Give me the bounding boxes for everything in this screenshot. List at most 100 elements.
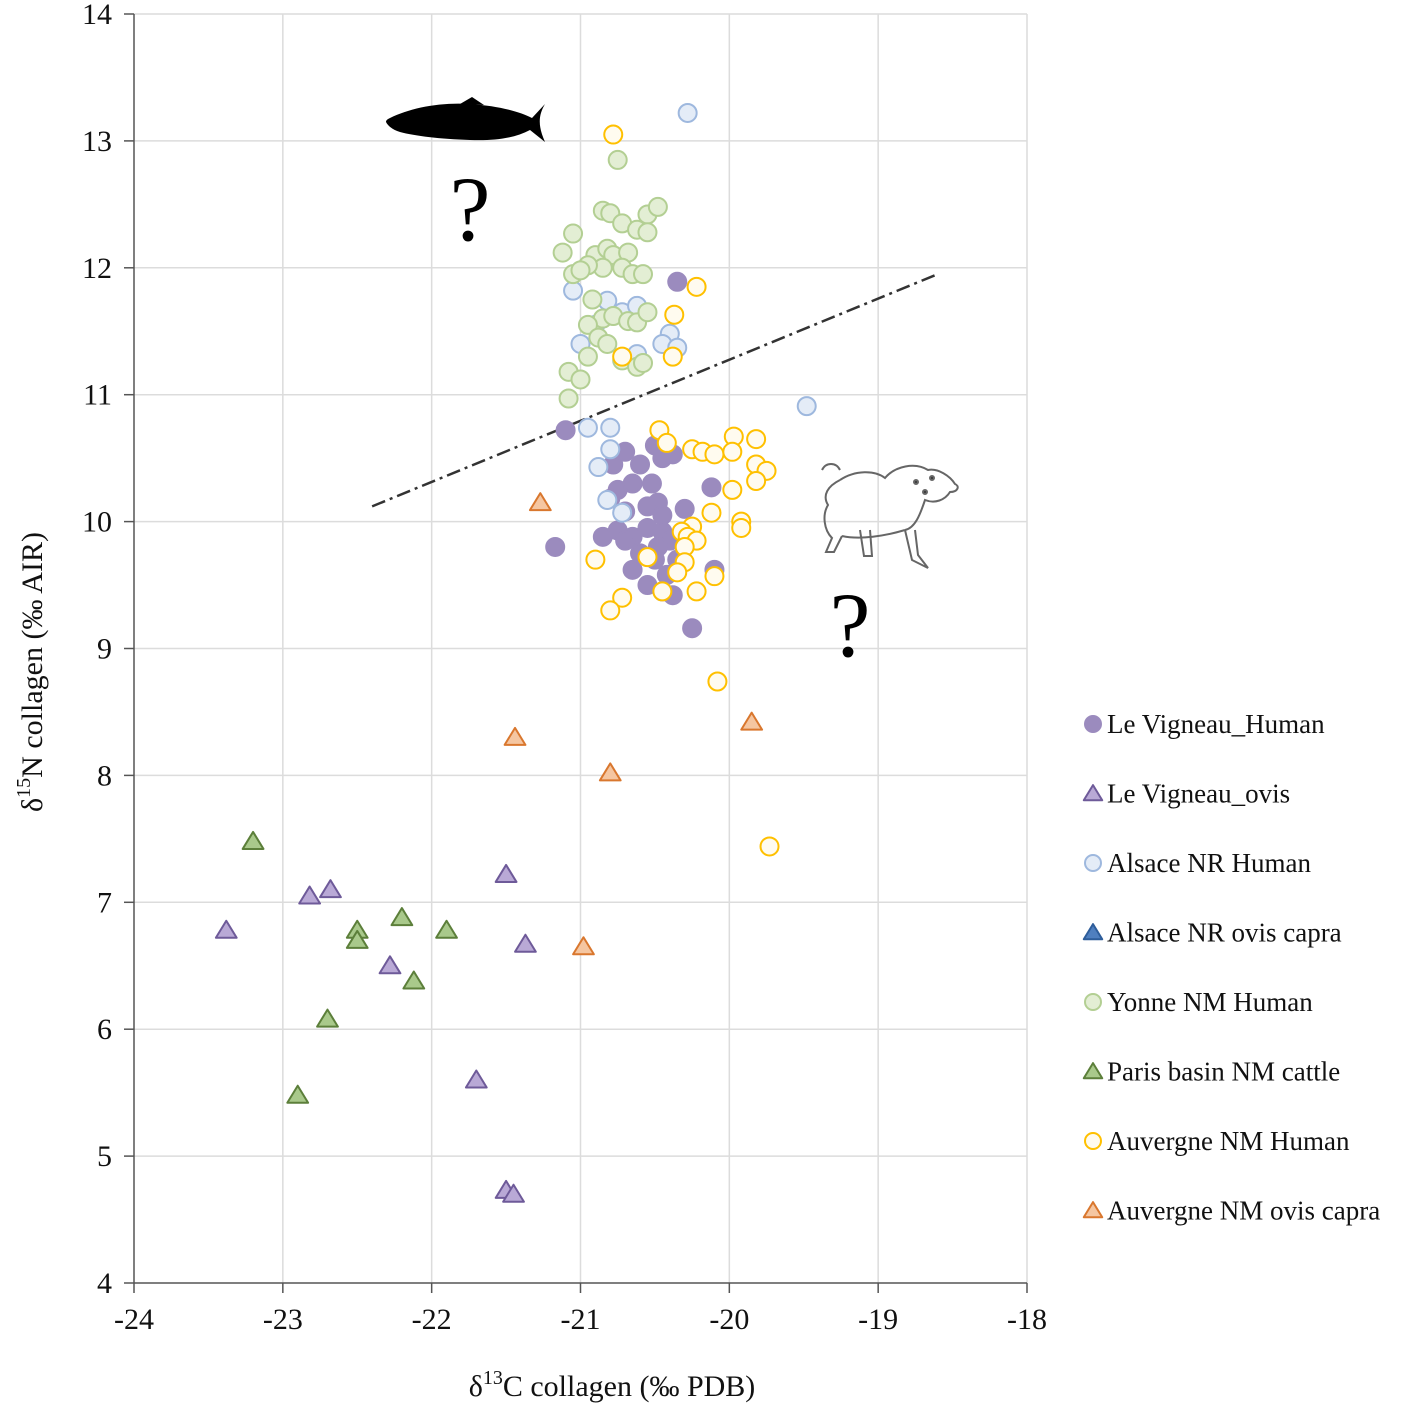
series-paris-basin-nm-cattle — [241, 830, 458, 1104]
x-tick-label: -19 — [858, 1303, 898, 1336]
data-point-yonne-nm-human — [570, 260, 591, 281]
series-le-vigneau-human — [545, 271, 725, 639]
legend-marker-auvergne-nm-human — [1084, 1132, 1102, 1150]
gridlines — [134, 13, 1028, 1283]
x-tick-label: -22 — [412, 1303, 452, 1336]
data-point-auvergne-nm-human — [603, 124, 624, 145]
data-point-yonne-nm-human — [647, 196, 668, 217]
sheep-question-mark: ? — [830, 574, 871, 676]
data-points — [214, 102, 817, 1203]
y-tick-label: 4 — [97, 1267, 112, 1300]
data-point-auvergne-nm-human — [686, 581, 707, 602]
data-point-alsace-nr-human — [600, 439, 621, 460]
data-point-auvergne-nm-human — [637, 547, 658, 568]
y-tick-label: 14 — [82, 0, 112, 31]
data-point-yonne-nm-human — [637, 302, 658, 323]
data-point-le-vigneau-ovis — [319, 879, 342, 899]
axes — [124, 13, 1028, 1293]
x-tick-label: -24 — [114, 1303, 154, 1336]
y-tick-label: 11 — [83, 379, 112, 412]
data-point-auvergne-nm-ovis-capra — [572, 936, 595, 956]
data-point-le-vigneau-human — [630, 454, 651, 475]
legend-marker-paris-basin-nm-cattle — [1082, 1062, 1104, 1080]
data-point-paris-basin-nm-cattle — [286, 1084, 310, 1104]
series-le-vigneau-ovis — [214, 863, 537, 1203]
data-point-auvergne-nm-human — [701, 502, 722, 523]
data-point-auvergne-nm-ovis-capra — [503, 726, 527, 746]
data-point-yonne-nm-human — [582, 289, 603, 310]
data-point-le-vigneau-ovis — [514, 933, 537, 953]
y-tick-label: 9 — [97, 633, 112, 666]
y-tick-label: 7 — [97, 886, 112, 919]
data-point-yonne-nm-human — [563, 223, 584, 244]
data-point-yonne-nm-human — [637, 222, 658, 243]
data-point-alsace-nr-human — [600, 417, 621, 438]
data-point-le-vigneau-ovis — [378, 955, 402, 975]
data-point-le-vigneau-human — [622, 559, 643, 580]
y-tick-label: 8 — [97, 759, 112, 792]
data-point-auvergne-nm-human — [667, 562, 688, 583]
legend-marker-yonne-nm-human — [1084, 993, 1102, 1011]
data-point-alsace-nr-human — [612, 502, 633, 523]
data-point-yonne-nm-human — [577, 314, 598, 335]
legend-label-le-vigneau-human: Le Vigneau_Human — [1107, 709, 1325, 739]
data-point-le-vigneau-human — [701, 477, 722, 498]
y-axis-title: δ15N collagen (‰ AIR) — [13, 532, 49, 812]
data-point-auvergne-nm-ovis-capra — [528, 492, 552, 512]
data-point-alsace-nr-human — [796, 396, 817, 417]
data-point-yonne-nm-human — [552, 242, 573, 263]
data-point-le-vigneau-ovis — [214, 919, 238, 939]
data-point-le-vigneau-human — [615, 530, 636, 551]
data-point-auvergne-nm-human — [612, 346, 633, 367]
data-point-yonne-nm-human — [570, 369, 591, 390]
data-point-le-vigneau-ovis — [502, 1183, 525, 1203]
data-point-alsace-nr-human — [577, 417, 598, 438]
tick-labels: -24 -23 -22 -21 -20 -19 -18 4 5 6 7 8 9 10 11 12 13 14 — [82, 0, 1047, 1336]
data-point-le-vigneau-human — [545, 536, 566, 557]
data-point-auvergne-nm-human — [722, 479, 743, 500]
data-point-paris-basin-nm-cattle — [402, 970, 426, 990]
data-point-yonne-nm-human — [633, 264, 654, 285]
x-tick-label: -21 — [561, 1303, 601, 1336]
y-tick-label: 5 — [97, 1140, 112, 1173]
x-tick-label: -20 — [709, 1303, 749, 1336]
series-auvergne-nm-human — [585, 124, 780, 857]
data-point-le-vigneau-ovis — [464, 1069, 488, 1089]
data-point-auvergne-nm-human — [686, 276, 707, 297]
legend-label-yonne-nm-human: Yonne NM Human — [1107, 987, 1313, 1017]
data-point-le-vigneau-human — [641, 473, 662, 494]
legend-label-le-vigneau-ovis: Le Vigneau_ovis — [1107, 779, 1290, 809]
data-point-le-vigneau-ovis — [494, 863, 518, 883]
data-point-auvergne-nm-human — [664, 304, 685, 325]
data-point-auvergne-nm-human — [746, 429, 767, 450]
data-point-le-vigneau-human — [667, 271, 688, 292]
series-auvergne-nm-ovis-capra — [503, 492, 764, 956]
data-point-auvergne-nm-human — [759, 836, 780, 857]
data-point-auvergne-nm-human — [704, 444, 725, 465]
data-point-alsace-nr-human — [597, 490, 618, 511]
data-point-auvergne-nm-human — [707, 671, 728, 692]
data-point-auvergne-nm-human — [722, 441, 743, 462]
y-tick-label: 12 — [82, 252, 112, 285]
legend-label-auvergne-nm-ovis-capra: Auvergne NM ovis capra — [1107, 1196, 1380, 1226]
y-tick-label: 10 — [82, 506, 112, 539]
data-point-paris-basin-nm-cattle — [316, 1008, 339, 1028]
legend-label-alsace-nr-human: Alsace NR Human — [1107, 848, 1311, 878]
separator-line — [371, 272, 939, 508]
data-point-le-vigneau-human — [652, 505, 673, 526]
data-point-yonne-nm-human — [558, 388, 579, 409]
y-tick-label: 13 — [82, 125, 112, 158]
legend-label-paris-basin-nm-cattle: Paris basin NM cattle — [1107, 1057, 1340, 1087]
legend-label-auvergne-nm-human: Auvergne NM Human — [1107, 1126, 1350, 1156]
data-point-auvergne-nm-human — [656, 432, 677, 453]
data-point-paris-basin-nm-cattle — [345, 929, 369, 949]
data-point-yonne-nm-human — [633, 352, 654, 373]
legend-marker-alsace-nr-human — [1084, 854, 1102, 872]
x-axis-title: δ13C collagen (‰ PDB) — [469, 1367, 756, 1403]
data-point-le-vigneau-human — [637, 496, 658, 517]
data-point-auvergne-nm-ovis-capra — [598, 762, 622, 782]
data-point-yonne-nm-human — [597, 333, 618, 354]
data-point-paris-basin-nm-cattle — [390, 907, 414, 927]
legend-label-alsace-nr-ovis-capra: Alsace NR ovis capra — [1107, 918, 1342, 948]
